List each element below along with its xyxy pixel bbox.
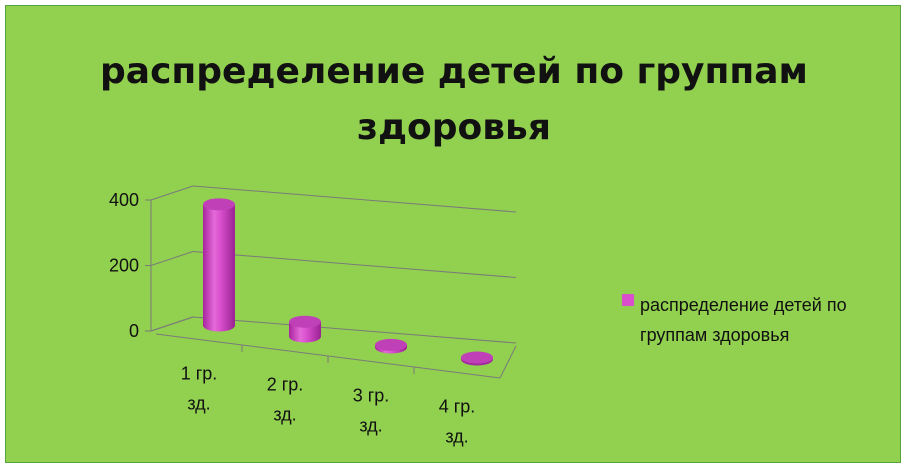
plot-area: 0 200 400 1 гр. зд. 2 гр. зд. 3 гр. зд. 4 гр. зд. (109, 185, 517, 447)
bar-top (203, 198, 235, 211)
chart-title: распределение детей по группам здоровья (100, 51, 808, 148)
gridline-back-2 (192, 185, 517, 213)
bar-body (203, 204, 235, 332)
bar-1 (203, 198, 235, 332)
bar-top (289, 315, 321, 328)
chart-area: распределение детей по группам здоровья … (5, 5, 901, 463)
bar-2 (289, 315, 321, 343)
gridline-back-1 (192, 251, 517, 278)
legend-label: распределение детей по группам здоровья (640, 295, 847, 345)
floor-left-edge (150, 316, 194, 332)
x-category-label: 4 гр. зд. (439, 397, 476, 447)
bar-3 (375, 338, 407, 354)
legend-swatch (622, 294, 634, 306)
bar-top (461, 351, 493, 364)
x-category-label: 3 гр. зд. (353, 386, 390, 436)
gridline-left-2 (150, 185, 194, 201)
y-tick-label: 200 (109, 256, 139, 276)
x-category-label: 1 гр. зд. (181, 364, 218, 414)
bar-4 (461, 351, 493, 366)
gridline-left-1 (150, 251, 194, 266)
gridline-back-0 (192, 316, 517, 344)
y-tick-label: 400 (109, 190, 139, 210)
y-tick-label: 0 (129, 321, 139, 341)
bar-top (375, 338, 407, 351)
floor-right-edge (499, 345, 517, 379)
x-category-label: 2 гр. зд. (267, 375, 304, 425)
